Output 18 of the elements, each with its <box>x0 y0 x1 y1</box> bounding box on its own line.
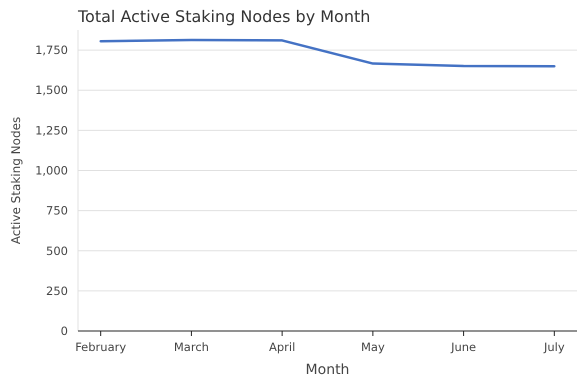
chart-title: Total Active Staking Nodes by Month <box>77 7 370 26</box>
line-series <box>99 38 556 68</box>
x-tick-label: June <box>450 340 476 354</box>
y-tick-label: 0 <box>60 324 68 338</box>
y-tick-label: 500 <box>46 244 68 258</box>
y-tick-label: 1,750 <box>35 43 68 58</box>
x-tick-label: February <box>75 340 126 354</box>
y-tick-label: 1,000 <box>35 163 68 178</box>
y-tick-label: 1,250 <box>35 123 68 138</box>
x-tick-label: March <box>174 340 209 354</box>
y-axis-title: Active Staking Nodes <box>9 116 23 244</box>
x-tick-label: May <box>360 340 385 354</box>
y-tick-label: 250 <box>46 284 68 298</box>
x-tick-label: April <box>268 340 296 354</box>
y-tick-label: 750 <box>46 204 68 218</box>
y-tick-label: 1,500 <box>35 83 68 98</box>
x-tick-label: July <box>542 340 565 354</box>
x-axis-title: Month <box>306 362 350 378</box>
